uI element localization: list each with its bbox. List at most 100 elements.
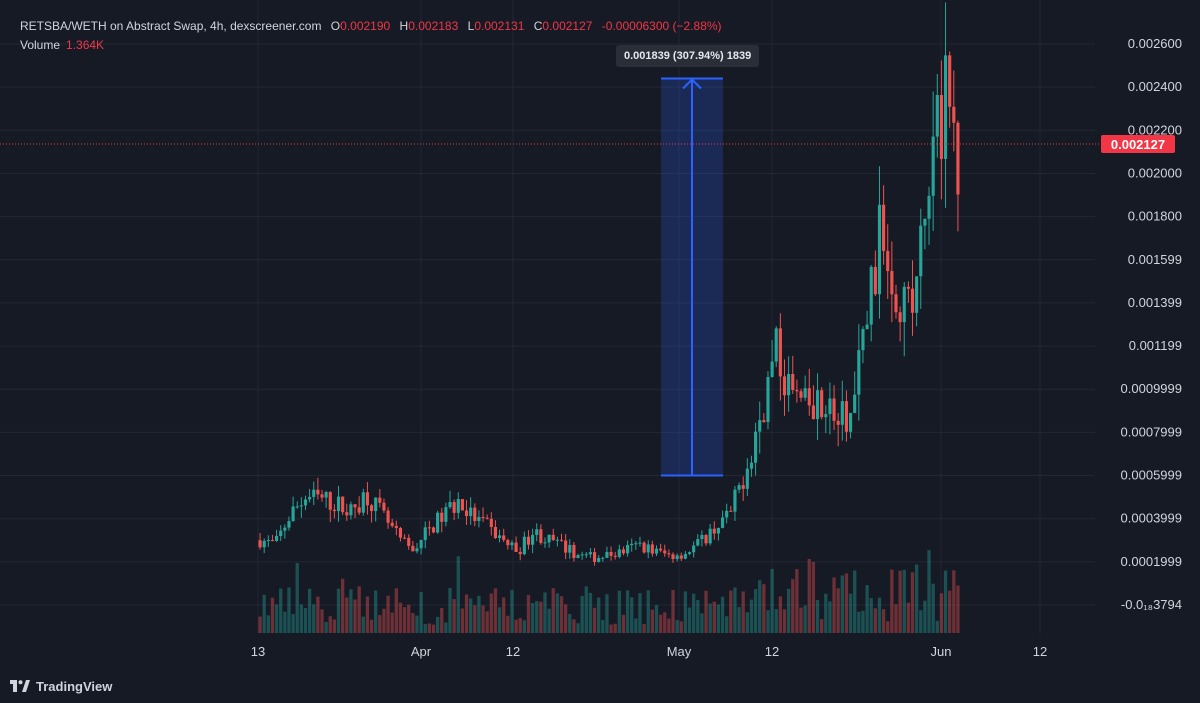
- volume-bar: [786, 588, 791, 633]
- candle-body: [411, 545, 415, 552]
- candle-body: [667, 553, 671, 555]
- volume-bar: [948, 590, 952, 633]
- candle-body: [795, 389, 799, 392]
- volume-bar: [815, 600, 820, 633]
- candle-body: [634, 543, 638, 545]
- time-axis: 13 Apr 12 May 12 Jun 12: [251, 644, 1047, 659]
- volume-bar: [291, 614, 295, 633]
- candle-body: [840, 401, 844, 425]
- candle-body: [762, 420, 766, 423]
- volume-bar: [873, 608, 877, 633]
- candle-body: [733, 489, 737, 512]
- candle-body: [692, 545, 696, 553]
- volume-label: Volume: [20, 38, 61, 52]
- volume-bar: [374, 590, 378, 633]
- candle-body: [869, 266, 873, 325]
- candle-body: [898, 312, 902, 323]
- tradingview-logo[interactable]: TradingView: [10, 677, 112, 695]
- candle-body: [419, 540, 423, 549]
- volume-bar: [952, 570, 956, 633]
- close-label: C: [533, 19, 543, 33]
- candle-body: [679, 555, 683, 559]
- candle-body: [654, 548, 659, 554]
- candle-body: [394, 525, 398, 528]
- candle-body: [766, 377, 770, 423]
- candle-body: [683, 553, 687, 559]
- volume-bar: [530, 603, 535, 633]
- volume-bar: [725, 616, 729, 633]
- volume-bar: [328, 616, 332, 633]
- volume-bar: [357, 586, 361, 633]
- tradingview-icon: [10, 680, 30, 692]
- open-value: 0.002190: [340, 19, 391, 33]
- volume-bar: [700, 613, 704, 633]
- volume-bar: [522, 620, 526, 633]
- volume-bar: [510, 589, 514, 633]
- candle-body: [341, 496, 345, 513]
- candle-body: [299, 505, 303, 507]
- volume-bar: [601, 619, 605, 633]
- volume-bar: [423, 623, 427, 633]
- volume-bar: [407, 604, 411, 633]
- candle-body: [431, 527, 436, 533]
- volume-bar: [576, 623, 580, 633]
- candle-body: [332, 509, 336, 512]
- candle-body: [915, 276, 919, 313]
- volume-bar: [427, 623, 432, 633]
- volume-bar: [361, 616, 365, 633]
- volume-bar: [902, 569, 906, 633]
- candle-body: [943, 55, 948, 159]
- volume-bar: [646, 590, 650, 633]
- volume-bar: [316, 596, 320, 633]
- high-value: 0.002183: [408, 19, 459, 33]
- candle-body: [572, 544, 576, 559]
- candle-body: [386, 510, 390, 523]
- volume-bar: [654, 605, 659, 633]
- candle-body: [807, 388, 811, 406]
- volume-bar: [749, 599, 754, 633]
- volume-bar: [795, 569, 799, 633]
- volume-bar: [782, 609, 787, 633]
- candle-body: [621, 549, 626, 554]
- candle-body: [630, 543, 634, 546]
- candle-body: [547, 534, 551, 543]
- price-tick-label: 0.002400: [1128, 79, 1182, 94]
- volume-bar: [683, 591, 688, 633]
- price-axis: 0.002600 0.002400 0.002200 0.002000 0.001800…: [1121, 36, 1182, 612]
- volume-bar: [939, 593, 944, 633]
- measure-box: [661, 77, 723, 477]
- volume-bar: [886, 621, 890, 633]
- volume-bar: [857, 611, 861, 633]
- volume-legend: Volume 1.364K: [20, 38, 104, 52]
- volume-bars: [258, 550, 960, 633]
- volume-bar: [712, 601, 716, 633]
- volume-bar: [840, 575, 844, 633]
- volume-bar: [543, 592, 547, 633]
- volume-bar: [609, 624, 613, 633]
- candle-body: [345, 512, 349, 516]
- volume-bar: [324, 621, 328, 633]
- volume-bar: [741, 591, 745, 633]
- candle-body: [308, 496, 312, 500]
- volume-bar: [836, 588, 840, 633]
- volume-bar: [572, 619, 576, 633]
- volume-bar: [390, 612, 394, 633]
- volume-bar: [345, 597, 349, 633]
- candle-body: [828, 398, 832, 415]
- candle-body: [948, 55, 952, 107]
- volume-bar: [365, 596, 370, 633]
- volume-bar: [559, 596, 564, 633]
- time-tick-label: 13: [251, 644, 265, 659]
- low-label: L: [467, 19, 475, 33]
- candle-body: [374, 497, 378, 512]
- candle-body: [564, 540, 568, 553]
- candle-body: [919, 225, 923, 277]
- price-tick-label: 0.001199: [1129, 338, 1182, 353]
- price-tick-label: 0.0009999: [1121, 381, 1182, 396]
- candle-body: [663, 550, 667, 554]
- volume-bar: [650, 609, 655, 633]
- candle-body: [820, 390, 824, 418]
- price-tick-label: 0.001399: [1128, 295, 1182, 310]
- candle-body: [638, 542, 642, 544]
